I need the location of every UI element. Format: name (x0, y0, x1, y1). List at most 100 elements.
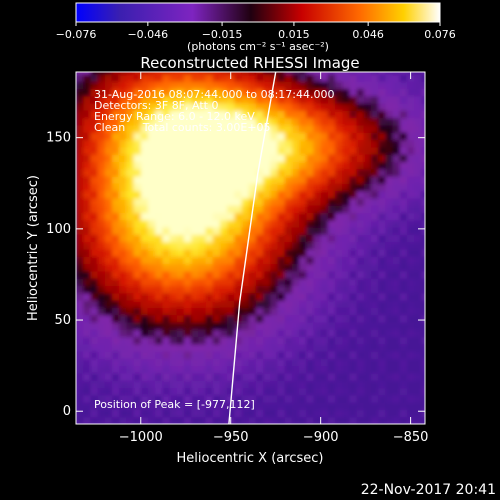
heatmap-cell (392, 132, 401, 141)
heatmap-cell (414, 402, 423, 411)
heatmap-cell (299, 197, 307, 206)
heatmap-cell (407, 329, 415, 338)
heatmap-cell (169, 110, 178, 119)
heatmap-cell (378, 343, 387, 352)
heatmap-cell (140, 219, 149, 228)
heatmap-cell (270, 329, 279, 338)
heatmap-cell (111, 351, 120, 359)
heatmap-cell (320, 307, 329, 316)
heatmap-cell (399, 351, 408, 359)
heatmap-cell (155, 394, 163, 403)
heatmap-cell (277, 263, 286, 272)
heatmap-cell (342, 95, 351, 104)
heatmap-cell (335, 256, 343, 265)
heatmap-cell (299, 263, 307, 272)
heatmap-cell (277, 336, 286, 345)
heatmap-cells (76, 72, 425, 424)
heatmap-cell (371, 81, 379, 90)
heatmap-cell (378, 168, 387, 177)
heatmap-cell (306, 321, 315, 330)
heatmap-cell (234, 329, 243, 338)
heatmap-cell (356, 197, 365, 206)
heatmap-cell (313, 146, 322, 155)
heatmap-cell (270, 380, 279, 389)
heatmap-cell (414, 387, 423, 396)
heatmap-cell (219, 416, 228, 424)
heatmap-cell (421, 81, 425, 90)
heatmap-cell (342, 299, 351, 308)
heatmap-cell (219, 270, 228, 279)
heatmap-cell (162, 270, 171, 279)
heatmap-cell (356, 154, 365, 162)
heatmap-cell (162, 139, 171, 148)
heatmap-cell (306, 161, 315, 170)
heatmap-cell (299, 402, 307, 411)
heatmap-cell (227, 117, 235, 126)
heatmap-cell (263, 168, 271, 177)
heatmap-cell (155, 88, 163, 97)
heatmap-cell (414, 212, 423, 221)
heatmap-cell (255, 73, 264, 82)
heatmap-cell (248, 270, 257, 279)
heatmap-cell (356, 117, 365, 126)
heatmap-cell (371, 321, 379, 330)
heatmap-cell (414, 307, 423, 316)
heatmap-cell (270, 365, 279, 374)
heatmap-cell (191, 329, 199, 338)
heatmap-cell (291, 139, 300, 148)
heatmap-cell (277, 88, 286, 97)
heatmap-cell (399, 365, 408, 374)
heatmap-cell (291, 154, 300, 162)
heatmap-cell (111, 81, 120, 90)
heatmap-cell (363, 402, 372, 411)
heatmap-cell (263, 329, 271, 338)
heatmap-cell (248, 394, 257, 403)
heatmap-cell (407, 365, 415, 374)
heatmap-cell (234, 365, 243, 374)
heatmap-cell (183, 365, 192, 374)
heatmap-cell (241, 212, 250, 221)
heatmap-cell (133, 72, 142, 75)
heatmap-cell (291, 387, 300, 396)
heatmap-cell (111, 416, 120, 424)
heatmap-cell (133, 270, 142, 279)
heatmap-cell (183, 183, 192, 192)
heatmap-cell (378, 329, 387, 338)
heatmap-cell (313, 278, 322, 286)
heatmap-cell (421, 124, 425, 133)
heatmap-cell (183, 103, 192, 111)
heatmap-cell (378, 183, 387, 192)
heatmap-cell (76, 190, 84, 199)
heatmap-cell (183, 416, 192, 424)
heatmap-cell (349, 117, 358, 126)
heatmap-cell (342, 212, 351, 221)
heatmap-cell (191, 314, 199, 323)
heatmap-cell (327, 409, 336, 418)
heatmap-cell (248, 321, 257, 330)
heatmap-cell (162, 314, 171, 323)
heatmap-cell (327, 343, 336, 352)
heatmap-cell (299, 73, 307, 82)
heatmap-cell (313, 117, 322, 126)
heatmap-cell (313, 103, 322, 111)
heatmap-cell (299, 103, 307, 111)
heatmap-cell (313, 416, 322, 424)
heatmap-cell (255, 197, 264, 206)
heatmap-cell (248, 307, 257, 316)
heatmap-cell (270, 336, 279, 345)
heatmap-cell (378, 336, 387, 345)
heatmap-cell (162, 343, 171, 352)
heatmap-cell (219, 175, 228, 184)
heatmap-cell (227, 241, 235, 250)
heatmap-cell (313, 175, 322, 184)
heatmap-cell (97, 402, 106, 411)
heatmap-cell (306, 132, 315, 141)
heatmap-cell (392, 72, 401, 75)
heatmap-cell (83, 256, 91, 265)
heatmap-cell (198, 409, 207, 418)
heatmap-cell (126, 72, 135, 75)
heatmap-cell (356, 146, 365, 155)
heatmap-cell (126, 278, 135, 286)
heatmap-cell (104, 154, 113, 162)
heatmap-cell (291, 336, 300, 345)
